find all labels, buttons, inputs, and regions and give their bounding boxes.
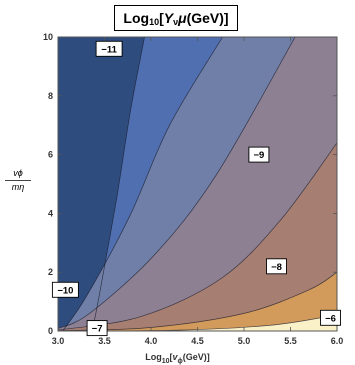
contour-label: −11 <box>101 44 117 55</box>
x-tick-label: 3.5 <box>98 336 111 346</box>
x-tick-label: 4.5 <box>191 336 204 346</box>
contour-label-box <box>248 146 270 163</box>
y-axis-label: vϕ mη <box>5 168 31 193</box>
y-tick-label: 2 <box>48 267 53 277</box>
contour-label-box <box>51 281 79 298</box>
contour-region-5 <box>58 272 337 331</box>
contour-region-6 <box>58 314 337 331</box>
x-tick-label: 5.5 <box>284 336 297 346</box>
y-tick-label: 4 <box>48 208 53 218</box>
chart-title: Log10[Yνμ(GeV)] <box>114 5 238 31</box>
contour-label: −8 <box>271 262 282 273</box>
y-tick-label: 8 <box>48 91 53 101</box>
contour-line--7 <box>58 271 337 331</box>
contour-line--10 <box>62 37 223 331</box>
x-tick-label: 4.0 <box>145 336 158 346</box>
contour-label-box <box>86 320 108 337</box>
contour-label: −9 <box>253 150 264 161</box>
contour-label: −6 <box>325 313 336 324</box>
contour-label-box <box>320 309 341 326</box>
y-tick-label: 0 <box>48 326 53 336</box>
contour-line--9 <box>58 37 296 329</box>
x-tick-label: 6.0 <box>331 336 344 346</box>
y-tick-label: 6 <box>48 150 53 160</box>
contour-region-4 <box>58 142 337 331</box>
x-axis-label: Log10[vϕ(GeV)] <box>145 352 210 365</box>
contour-label: −7 <box>92 324 103 335</box>
y-tick-label: 10 <box>43 32 53 42</box>
x-tick-label: 5.0 <box>238 336 251 346</box>
x-tick-label: 3.0 <box>52 336 65 346</box>
contour-label-box <box>266 258 287 275</box>
contour-label-box <box>95 40 123 57</box>
contour-line--8 <box>58 142 337 331</box>
contour-label: −10 <box>57 285 73 296</box>
contour-line--11 <box>92 37 145 331</box>
